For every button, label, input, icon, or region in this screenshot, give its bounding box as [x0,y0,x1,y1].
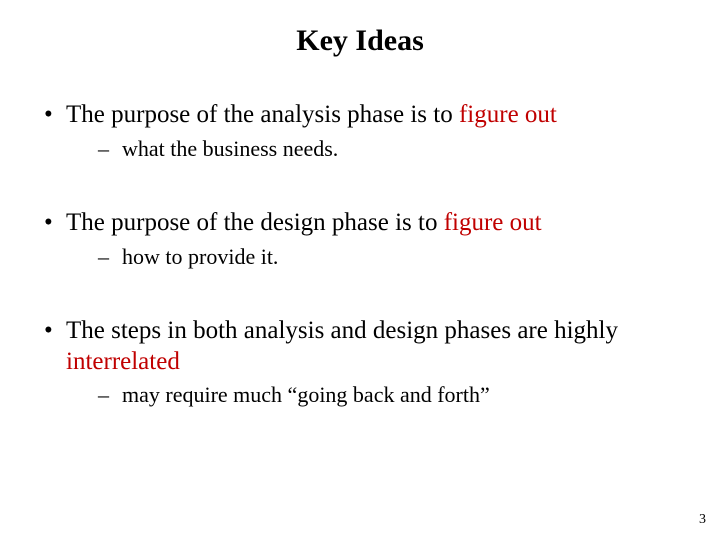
sub-bullet-list: how to provide it. [66,243,680,271]
sub-bullet-item: may require much “going back and forth” [66,381,680,409]
bullet-text-prefix: The purpose of the analysis phase is to [66,101,459,128]
bullet-text-prefix: The purpose of the design phase is to [66,209,444,236]
page-number: 3 [699,512,706,528]
bullet-item: The purpose of the design phase is to fi… [40,208,680,270]
sub-bullet-item: what the business needs. [66,135,680,163]
bullet-text-accent: figure out [444,209,542,236]
slide: Key Ideas The purpose of the analysis ph… [0,0,720,540]
bullet-item: The purpose of the analysis phase is to … [40,100,680,162]
bullet-item: The steps in both analysis and design ph… [40,316,680,409]
sub-bullet-item: how to provide it. [66,243,680,271]
bullet-list: The purpose of the analysis phase is to … [40,100,680,409]
bullet-text-accent: figure out [459,101,557,128]
sub-bullet-list: may require much “going back and forth” [66,381,680,409]
bullet-text-prefix: The steps in both analysis and design ph… [66,317,618,344]
bullet-text-accent: interrelated [66,348,180,375]
slide-title: Key Ideas [40,24,680,58]
sub-bullet-list: what the business needs. [66,135,680,163]
